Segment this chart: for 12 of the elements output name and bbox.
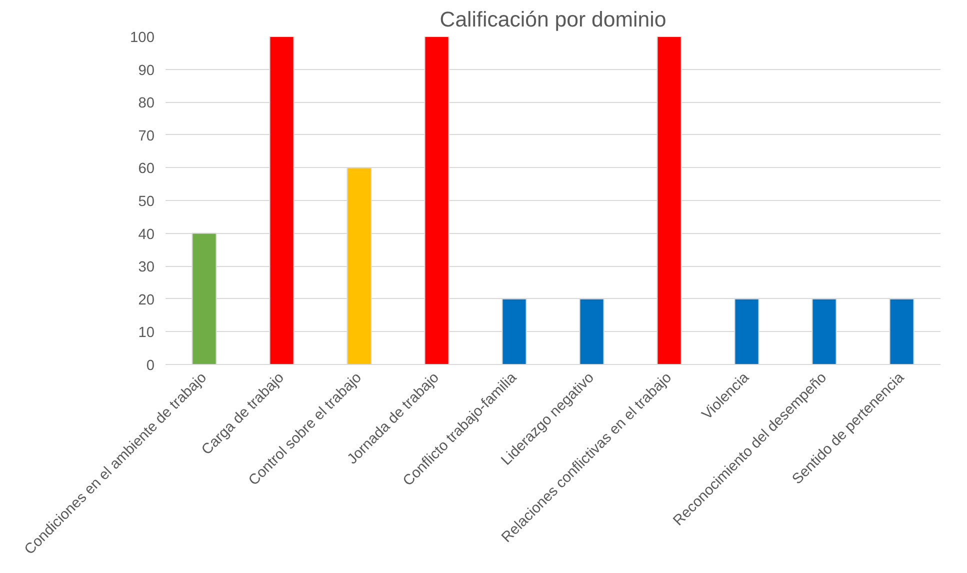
y-tick-label: 10	[138, 325, 155, 342]
y-tick-label: 70	[138, 128, 155, 144]
y-tick-label: 50	[138, 194, 155, 210]
y-tick-label: 0	[146, 358, 155, 374]
y-tick-label: 40	[138, 226, 155, 243]
y-tick-label: 20	[138, 292, 155, 308]
y-tick-label: 90	[138, 62, 155, 79]
chart-title: Calificación por dominio	[440, 8, 666, 32]
y-tick-label: 60	[138, 161, 155, 178]
y-tick-label: 30	[138, 260, 155, 276]
y-tick-label: 80	[138, 96, 155, 112]
y-tick-label: 100	[130, 30, 155, 46]
